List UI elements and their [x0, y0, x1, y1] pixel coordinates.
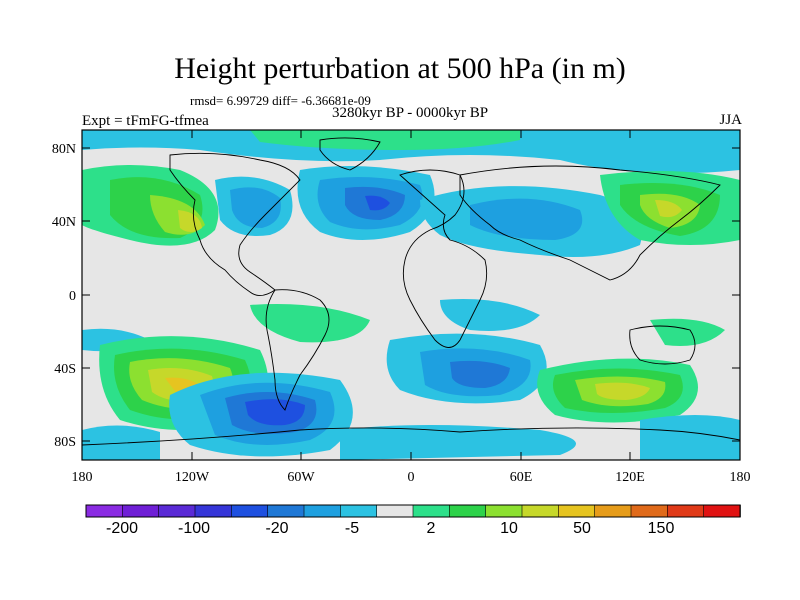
y-label-40s: 40S [54, 362, 76, 377]
colorbar-swatch [85, 504, 124, 518]
colorbar-label-neg200: -200 [106, 520, 138, 537]
x-label-180e: 180 [730, 470, 751, 485]
colorbar-swatch [340, 504, 378, 518]
y-label-0: 0 [69, 289, 76, 304]
contour-fields [82, 130, 740, 460]
x-label-120e: 120E [615, 470, 645, 485]
x-label-60w: 60W [287, 470, 315, 485]
colorbar-swatch [267, 504, 305, 518]
colorbar-swatch [231, 504, 269, 518]
colorbar-swatch [630, 504, 669, 518]
colorbar-swatch [303, 504, 342, 518]
colorbar-swatch [558, 504, 596, 518]
x-ticks [81, 130, 741, 460]
x-label-180w: 180 [72, 470, 93, 485]
x-label-120w: 120W [175, 470, 210, 485]
colorbar-swatch [667, 504, 705, 518]
colorbar-label-neg20: -20 [265, 520, 288, 537]
y-label-40n: 40N [52, 215, 76, 230]
colorbar-swatch [703, 504, 741, 518]
colorbar-swatch [158, 504, 196, 518]
y-label-80s: 80S [54, 435, 76, 450]
colorbar-swatch [194, 504, 233, 518]
colorbar-label-2: 2 [427, 520, 436, 537]
season-label: JJA [719, 112, 742, 128]
colorbar-label-150: 150 [648, 520, 675, 537]
colorbar-swatch [412, 504, 451, 518]
experiment-label: Expt = tFmFG-tfmea [82, 113, 209, 129]
colorbar [85, 504, 741, 518]
coastlines [82, 137, 740, 446]
colorbar-label-10: 10 [500, 520, 518, 537]
rmsd-diff-text: rmsd= 6.99729 diff= -6.36681e-09 [190, 93, 371, 108]
colorbar-swatch [521, 504, 560, 518]
colorbar-label-50: 50 [573, 520, 591, 537]
x-label-60e: 60E [510, 470, 533, 485]
colorbar-swatch [594, 504, 632, 518]
x-label-0: 0 [408, 470, 415, 485]
y-label-80n: 80N [52, 142, 76, 157]
y-ticks [82, 147, 740, 442]
colorbar-swatch [122, 504, 160, 518]
colorbar-label-neg100: -100 [178, 520, 210, 537]
colorbar-frame [85, 504, 741, 518]
colorbar-label-neg5: -5 [345, 520, 359, 537]
colorbar-swatch [449, 504, 487, 518]
colorbar-swatch [376, 504, 414, 518]
map-title: Height perturbation at 500 hPa (in m) [174, 52, 626, 85]
colorbar-swatch [485, 504, 523, 518]
period-label: 3280kyr BP - 0000kyr BP [331, 105, 489, 121]
